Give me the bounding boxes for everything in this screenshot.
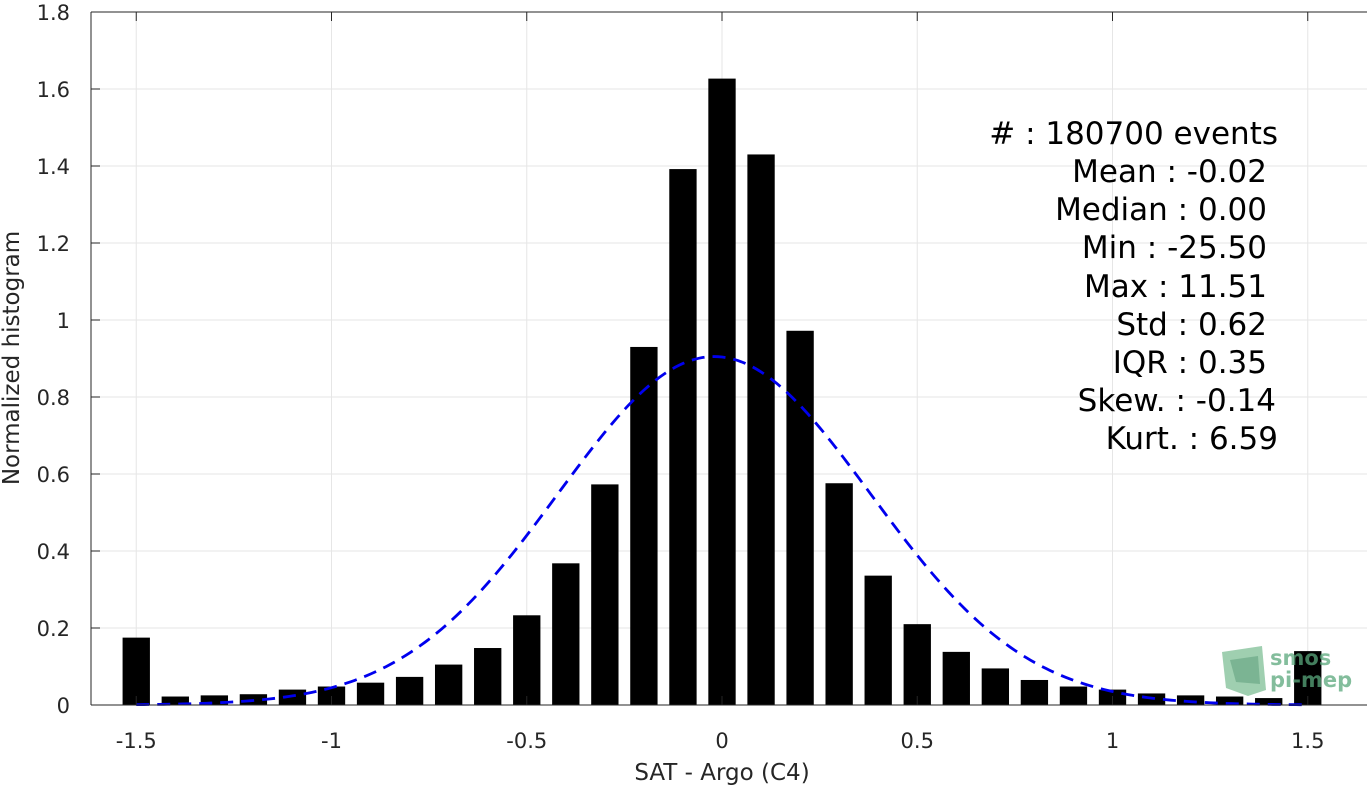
- logo-text-line2: pi-mep: [1270, 668, 1352, 692]
- histogram-bar: [669, 169, 697, 705]
- x-tick-label: -0.5: [506, 729, 547, 753]
- histogram-bar: [903, 624, 931, 705]
- y-tick-label: 1.2: [37, 232, 70, 256]
- histogram-bar: [356, 682, 385, 705]
- histogram-bar: [552, 563, 580, 705]
- y-tick-label: 0.6: [37, 463, 70, 487]
- histogram-bar: [434, 664, 463, 705]
- histogram-bar: [786, 330, 814, 705]
- histogram-bar: [708, 78, 736, 706]
- x-tick-label: 1.5: [1291, 729, 1324, 753]
- histogram-bar: [395, 676, 424, 705]
- histogram-bar: [317, 686, 346, 705]
- stats-line-max: Max : 11.51: [1084, 269, 1267, 305]
- stats-line-std: Std : 0.62: [1116, 307, 1267, 343]
- y-tick-label: 0.2: [37, 617, 70, 641]
- x-tick-label: 0.5: [901, 729, 934, 753]
- histogram-bar: [591, 484, 619, 705]
- x-axis-title: SAT - Argo (C4): [634, 760, 809, 786]
- y-tick-label: 0.4: [37, 540, 70, 564]
- stats-line-mean: Mean : -0.02: [1072, 154, 1267, 190]
- x-tick-label: -1.5: [116, 729, 157, 753]
- stats-line-median: Median : 0.00: [1055, 192, 1267, 228]
- histogram-bar: [474, 648, 502, 705]
- histogram-bar: [513, 615, 541, 705]
- histogram-bar: [630, 346, 658, 705]
- y-tick-label: 1.4: [37, 155, 70, 179]
- x-tick-label: 0: [715, 729, 728, 753]
- stats-line-kurt: Kurt. : 6.59: [1106, 421, 1278, 457]
- histogram-bar: [1215, 696, 1244, 705]
- smos-pimep-logo: smos pi-mep: [1222, 646, 1352, 696]
- histogram-bar: [1255, 698, 1283, 705]
- histogram-bar: [161, 696, 189, 705]
- y-tick-label: 0: [57, 694, 70, 718]
- stats-line-count: # : 180700 events: [989, 116, 1278, 152]
- gaussian-fit-curve: [136, 355, 1308, 707]
- histogram-bar: [981, 668, 1010, 705]
- stats-line-skew: Skew. : -0.14: [1078, 383, 1276, 419]
- stats-line-iqr: IQR : 0.35: [1113, 345, 1267, 381]
- y-tick-marks: 0 0.2 0.4 0.6 0.8 1 1.2 1.4 1.6 1.8: [37, 1, 100, 718]
- stats-line-min: Min : -25.50: [1082, 230, 1267, 266]
- y-tick-label: 0.8: [37, 386, 70, 410]
- stats-box: # : 180700 events Mean : -0.02 Median : …: [989, 116, 1278, 457]
- logo-text-line1: smos: [1270, 646, 1331, 670]
- histogram-bar: [1059, 686, 1088, 705]
- histogram-bar: [825, 483, 853, 705]
- histogram-bar: [122, 637, 150, 705]
- histogram-bar: [1176, 695, 1205, 705]
- y-tick-label: 1.6: [37, 78, 70, 102]
- histogram-bar: [747, 154, 775, 705]
- logo-wave-shade-icon: [1230, 656, 1260, 684]
- histogram-bar: [942, 651, 970, 705]
- axes: [90, 11, 1367, 706]
- x-tick-marks: -1.5 -1 -0.5 0 0.5 1 1.5: [116, 12, 1324, 753]
- x-tick-label: -1: [321, 729, 342, 753]
- histogram-bar: [1020, 679, 1049, 705]
- y-tick-label: 1.8: [37, 1, 70, 25]
- histogram-bar: [864, 575, 892, 705]
- histogram-bar: [200, 695, 229, 705]
- y-axis-title: Normalized histogram: [0, 231, 25, 485]
- y-tick-label: 1: [57, 309, 70, 333]
- x-tick-label: 1: [1106, 729, 1119, 753]
